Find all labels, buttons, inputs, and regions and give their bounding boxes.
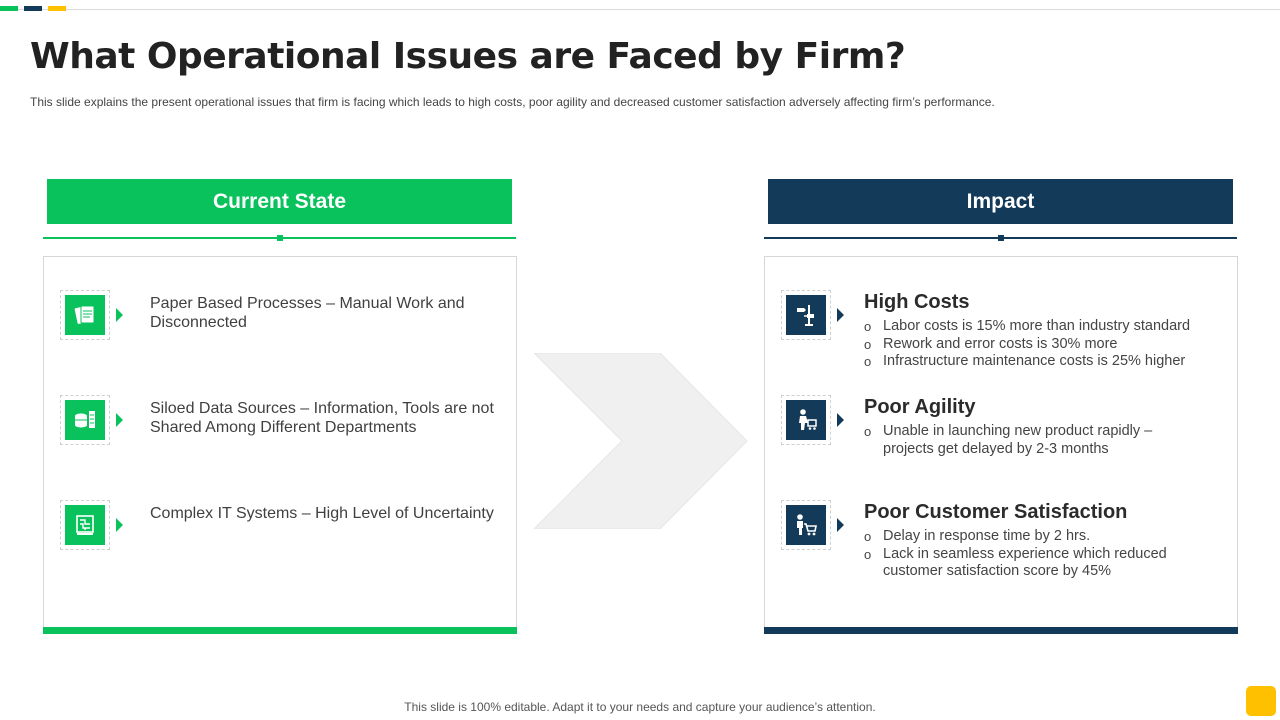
current-state-header: Current State xyxy=(47,179,512,224)
impact-header: Impact xyxy=(768,179,1233,224)
divider-dot xyxy=(997,235,1004,241)
accent-yellow xyxy=(48,6,66,11)
footer-note: This slide is 100% editable. Adapt it to… xyxy=(404,700,876,714)
impact-bullet-list: Unable in launching new product rapidly … xyxy=(864,423,1204,458)
current-state-item-text: Siloed Data Sources – Information, Tools… xyxy=(150,400,494,436)
icon-frame xyxy=(781,395,831,445)
documents-icon xyxy=(65,295,105,335)
impact-panel: High Costs Labor costs is 15% more than … xyxy=(764,256,1238,628)
icon-frame xyxy=(60,290,110,340)
accent-navy xyxy=(24,6,42,11)
page-title: What Operational Issues are Faced by Fir… xyxy=(30,36,906,77)
impact-divider xyxy=(764,235,1237,241)
top-rule xyxy=(0,9,1280,10)
impact-bullet: Infrastructure maintenance costs is 25% … xyxy=(864,353,1204,371)
caret-right-icon xyxy=(837,413,844,427)
impact-bullet-list: Labor costs is 15% more than industry st… xyxy=(864,318,1204,371)
chevron-arrow-icon xyxy=(534,353,748,529)
impact-bullet: Delay in response time by 2 hrs. xyxy=(864,528,1204,546)
icon-frame xyxy=(60,395,110,445)
current-state-header-label: Current State xyxy=(212,189,347,213)
impact-item-title: Poor Customer Satisfaction xyxy=(864,501,1128,523)
impact-item-title: Poor Agility xyxy=(864,396,976,418)
caret-right-icon xyxy=(837,308,844,322)
caret-right-icon xyxy=(116,518,123,532)
caret-right-icon xyxy=(116,308,123,322)
impact-bullet: Rework and error costs is 30% more xyxy=(864,336,1204,354)
impact-bullet: Labor costs is 15% more than industry st… xyxy=(864,318,1204,336)
impact-header-label: Impact xyxy=(966,189,1035,213)
icon-frame xyxy=(60,500,110,550)
person-cart-icon xyxy=(786,400,826,440)
current-state-divider xyxy=(43,235,516,241)
icon-frame xyxy=(781,290,831,340)
current-state-item-text: Complex IT Systems – High Level of Uncer… xyxy=(150,505,494,522)
impact-item-title: High Costs xyxy=(864,291,970,313)
impact-bullet-list: Delay in response time by 2 hrs. Lack in… xyxy=(864,528,1204,581)
caret-right-icon xyxy=(837,518,844,532)
caret-right-icon xyxy=(116,413,123,427)
current-state-item-text: Paper Based Processes – Manual Work and … xyxy=(150,295,465,331)
accent-green xyxy=(0,6,18,11)
current-state-panel: Paper Based Processes – Manual Work and … xyxy=(43,256,517,628)
divider-dot xyxy=(276,235,283,241)
direction-signpost-icon xyxy=(786,295,826,335)
current-state-panel-bar xyxy=(43,627,517,634)
impact-bullet: Lack in seamless experience which reduce… xyxy=(864,546,1204,581)
impact-bullet: Unable in launching new product rapidly … xyxy=(864,423,1204,458)
shopper-cart-icon xyxy=(786,505,826,545)
impact-panel-bar xyxy=(764,627,1238,634)
database-server-icon xyxy=(65,400,105,440)
icon-frame xyxy=(781,500,831,550)
circuit-chip-icon xyxy=(65,505,105,545)
corner-button[interactable] xyxy=(1246,686,1276,716)
page-subtitle: This slide explains the present operatio… xyxy=(30,95,995,109)
